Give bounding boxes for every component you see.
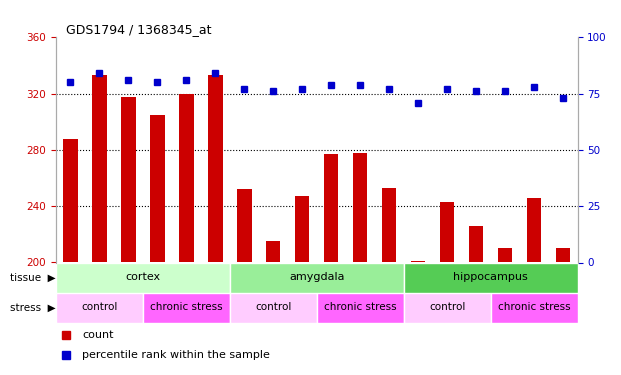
Text: chronic stress: chronic stress (150, 303, 222, 312)
Bar (411, 261, 425, 262)
Text: control: control (429, 303, 465, 312)
Bar (63, 139, 78, 262)
Bar (324, 154, 338, 262)
Text: cortex: cortex (125, 273, 160, 282)
Bar (295, 196, 309, 262)
Bar (353, 153, 368, 262)
Bar (230, 262, 404, 292)
Text: amygdala: amygdala (289, 273, 345, 282)
Bar (179, 94, 194, 262)
Text: chronic stress: chronic stress (324, 303, 396, 312)
Text: count: count (82, 330, 114, 340)
Text: control: control (81, 303, 117, 312)
Bar (121, 96, 135, 262)
Bar (143, 292, 230, 322)
Bar (230, 292, 317, 322)
Text: hippocampus: hippocampus (453, 273, 528, 282)
Text: chronic stress: chronic stress (498, 303, 570, 312)
Text: stress  ▶: stress ▶ (11, 303, 56, 312)
Bar (527, 198, 542, 262)
Bar (56, 292, 143, 322)
Bar (404, 262, 578, 292)
Bar (498, 248, 512, 262)
Text: tissue  ▶: tissue ▶ (11, 273, 56, 282)
Bar (382, 188, 396, 262)
Bar (556, 248, 570, 262)
Bar (317, 292, 404, 322)
Text: percentile rank within the sample: percentile rank within the sample (82, 350, 270, 360)
Bar (237, 189, 252, 262)
Bar (150, 115, 165, 262)
Bar (266, 242, 281, 262)
Bar (491, 292, 578, 322)
Bar (56, 262, 230, 292)
Text: GDS1794 / 1368345_at: GDS1794 / 1368345_at (66, 23, 212, 36)
Bar (92, 75, 107, 262)
Bar (440, 202, 455, 262)
Text: control: control (255, 303, 291, 312)
Bar (469, 226, 483, 262)
Bar (404, 292, 491, 322)
Bar (208, 75, 222, 262)
